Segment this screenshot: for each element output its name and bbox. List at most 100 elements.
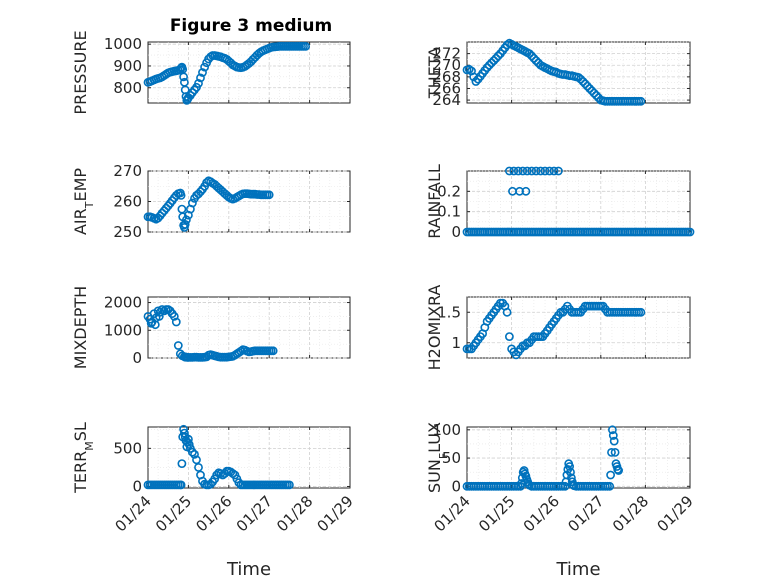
data-point-mixdepth xyxy=(154,311,164,321)
y-tick-label: 0 xyxy=(132,477,142,495)
y-tick-label: 270 xyxy=(432,56,461,74)
data-point-theta xyxy=(580,79,590,89)
data-point-terr-msl xyxy=(176,480,186,490)
y-tick-label: 50 xyxy=(442,449,461,467)
y-axis-label: THETA xyxy=(425,47,444,99)
data-point-theta xyxy=(583,81,592,91)
data-point-theta xyxy=(578,77,588,86)
y-axis-label: TERRMSL xyxy=(71,422,96,494)
panel-pressure: 800 900 1000 PRESSURE xyxy=(71,30,351,115)
y-tick-label: 0.1 xyxy=(437,203,461,221)
data-point-air-temp xyxy=(180,219,190,229)
data-point-mixdepth xyxy=(173,341,183,350)
data-point-pressure xyxy=(196,73,205,83)
data-point-theta xyxy=(636,96,646,106)
data-point-mixdepth xyxy=(146,318,156,328)
data-point-terr-msl xyxy=(183,434,193,444)
data-point-sun-flux xyxy=(560,481,570,491)
y-tick-label: 264 xyxy=(432,91,461,109)
data-point-theta xyxy=(471,77,481,86)
data-point-sun-flux xyxy=(566,467,575,477)
x-tick-label: 01/28 xyxy=(609,492,652,535)
data-point-terr-msl xyxy=(206,479,215,489)
y-axis-label: AIRTEMP xyxy=(71,168,96,235)
y-tick-label: 1000 xyxy=(104,35,142,53)
data-point-sun-flux xyxy=(606,470,615,480)
data-point-rainfall xyxy=(531,166,541,176)
y-tick-label: 900 xyxy=(113,57,142,75)
data-point-rainfall xyxy=(685,227,695,237)
panel-mixdepth: 0 1000 2000 MIXDEPTH xyxy=(71,286,351,369)
data-point-rainfall xyxy=(521,186,531,196)
data-point-theta xyxy=(529,53,539,63)
data-point-sun-flux xyxy=(609,436,619,446)
x-tick-label: 01/26 xyxy=(192,492,235,535)
data-point-rainfall xyxy=(536,166,545,176)
y-tick-label: 268 xyxy=(432,68,461,86)
data-point-sun-flux xyxy=(608,425,617,435)
x-tick-label: 01/24 xyxy=(112,492,155,535)
data-point-theta xyxy=(591,91,601,100)
y-tick-label: 800 xyxy=(113,79,142,97)
y-tick-label: 1.5 xyxy=(437,303,461,321)
data-point-theta xyxy=(585,84,594,93)
data-point-rainfall xyxy=(513,166,523,176)
data-point-sun-flux xyxy=(614,466,623,475)
data-point-pressure xyxy=(179,72,188,82)
data-point-theta xyxy=(589,88,599,98)
data-point-sun-flux xyxy=(608,431,618,440)
data-point-terr-msl xyxy=(194,462,203,472)
data-point-pressure xyxy=(200,62,209,72)
y-tick-label: 1000 xyxy=(104,321,142,339)
y-tick-label: 272 xyxy=(432,45,461,63)
y-axis-label: PRESSURE xyxy=(71,30,90,114)
data-point-theta xyxy=(493,51,503,61)
x-tick-label: 01/25 xyxy=(152,492,195,535)
data-point-sun-flux xyxy=(607,447,616,457)
data-point-sun-flux xyxy=(565,462,574,471)
x-axis-label: Time xyxy=(555,559,600,580)
data-point-rainfall xyxy=(545,166,554,176)
y-tick-label: 0 xyxy=(451,477,461,495)
x-tick-label: 01/24 xyxy=(431,492,474,535)
data-point-theta xyxy=(484,60,494,70)
data-point-theta xyxy=(487,58,496,68)
data-point-rainfall xyxy=(515,186,524,196)
data-point-h2omixra xyxy=(636,307,646,317)
x-tick-label: 01/26 xyxy=(520,492,563,535)
data-point-terr-msl xyxy=(212,470,222,480)
x-axis-label: Time xyxy=(226,559,271,580)
data-point-air-temp xyxy=(176,190,186,200)
y-tick-label: 250 xyxy=(113,223,142,241)
data-point-air-temp xyxy=(187,198,197,208)
y-tick-label: 100 xyxy=(432,421,461,439)
data-point-h2omixra xyxy=(502,307,512,317)
data-point-mixdepth xyxy=(171,317,181,327)
data-point-theta xyxy=(525,49,534,58)
x-tick-label: 01/25 xyxy=(475,492,518,535)
data-point-rainfall xyxy=(522,166,532,176)
x-tick-label: 01/27 xyxy=(564,492,607,535)
data-point-pressure xyxy=(198,68,207,77)
y-tick-label: 0 xyxy=(132,349,142,367)
data-point-mixdepth xyxy=(150,320,160,330)
x-tick-label: 01/28 xyxy=(273,492,316,535)
y-tick-label: 1 xyxy=(451,334,461,352)
data-point-h2omixra xyxy=(504,332,514,341)
data-point-theta xyxy=(576,74,586,84)
data-point-theta xyxy=(489,56,499,65)
data-point-air-temp xyxy=(196,187,205,197)
data-point-rainfall xyxy=(549,166,559,176)
data-point-pressure xyxy=(301,42,310,51)
data-point-terr-msl xyxy=(192,455,201,465)
y-tick-label: 2000 xyxy=(104,294,142,312)
data-point-terr-msl xyxy=(187,447,197,457)
data-point-theta xyxy=(482,63,492,72)
y-axis-label: H2OMIXRA xyxy=(425,285,444,371)
data-point-theta xyxy=(527,51,537,61)
data-point-theta xyxy=(587,86,597,96)
